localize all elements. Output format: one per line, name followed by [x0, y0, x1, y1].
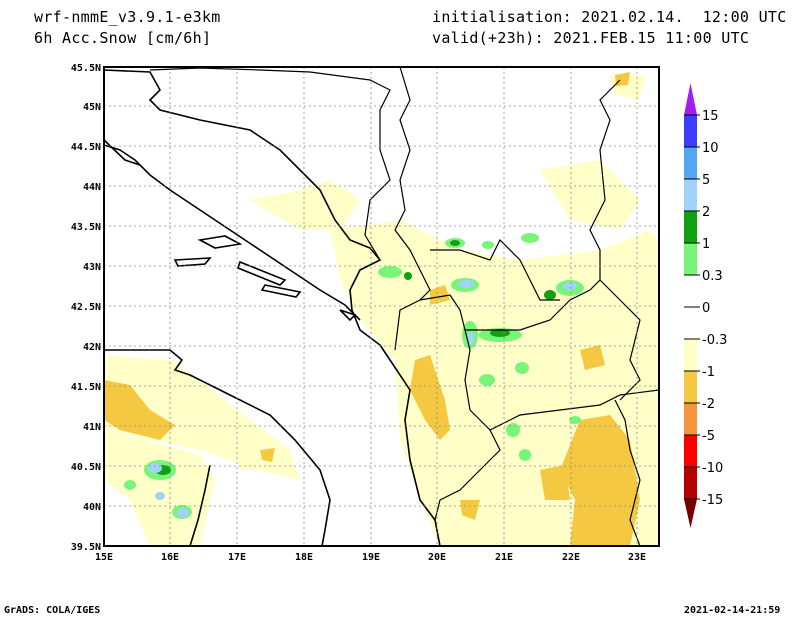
lat-label: 43.5N [71, 222, 101, 233]
lon-label: 15E [95, 552, 113, 563]
colorbar-label: 1 [702, 237, 710, 252]
colorbar-segment [684, 115, 697, 147]
lon-label: 21E [495, 552, 513, 563]
valid-time: valid(+23h): 2021.FEB.15 11:00 UTC [432, 29, 750, 47]
lat-label: 42.5N [71, 302, 101, 313]
model-title: wrf-nmmE_v3.9.1-e3km [34, 8, 221, 26]
lon-label: 17E [228, 552, 246, 563]
init-time: initialisation: 2021.02.14. 12:00 UTC [432, 8, 787, 26]
colorbar-label: 10 [702, 141, 719, 156]
map-frame [103, 66, 660, 547]
lon-label: 20E [428, 552, 446, 563]
lat-label: 44N [83, 182, 101, 193]
lat-label: 42N [83, 342, 101, 353]
lon-label: 19E [362, 552, 380, 563]
lon-label: 18E [295, 552, 313, 563]
lat-label: 41N [83, 422, 101, 433]
lon-label: 23E [628, 552, 646, 563]
colorbar-segment [684, 307, 697, 339]
lat-label: 43N [83, 262, 101, 273]
lat-label: 39.5N [71, 542, 101, 553]
colorbar-top-triangle [684, 83, 697, 115]
colorbar-label: -5 [702, 429, 715, 444]
field-title: 6h Acc.Snow [cm/6h] [34, 29, 212, 47]
colorbar-label: 5 [702, 173, 710, 188]
lat-label: 45.5N [71, 63, 101, 74]
colorbar-label: 0 [702, 301, 710, 316]
colorbar-label: -10 [702, 461, 723, 476]
timestamp: 2021-02-14-21:59 [684, 605, 781, 616]
lat-label: 40N [83, 502, 101, 513]
colorbar-segment [684, 275, 697, 307]
lat-label: 44.5N [71, 142, 101, 153]
colorbar-label: 2 [702, 205, 710, 220]
colorbar-segment [684, 371, 697, 403]
colorbar-label: 15 [702, 109, 719, 124]
colorbar-label: -15 [702, 493, 723, 508]
lat-label: 45N [83, 102, 101, 113]
colorbar-segment [684, 339, 697, 371]
colorbar-segment [684, 243, 697, 275]
colorbar-segment [684, 467, 697, 499]
snow-field [104, 67, 659, 546]
lat-label: 41.5N [71, 382, 101, 393]
colorbar-segment [684, 211, 697, 243]
colorbar: 15 10 5 2 1 0.3 0 -0.3 -1 -2 -5 -10 -15 [684, 83, 727, 528]
colorbar-label: -2 [702, 397, 715, 412]
colorbar-segment [684, 147, 697, 179]
colorbar-segment [684, 179, 697, 211]
lon-label: 16E [161, 552, 179, 563]
lat-label: 40.5N [71, 462, 101, 473]
lon-label: 22E [562, 552, 580, 563]
colorbar-segment [684, 435, 697, 467]
colorbar-label: -1 [702, 365, 715, 380]
colorbar-segment [684, 403, 697, 435]
colorbar-label: -0.3 [702, 333, 727, 348]
colorbar-bottom-triangle [684, 499, 697, 528]
credit: GrADS: COLA/IGES [4, 605, 101, 616]
colorbar-label: 0.3 [702, 269, 723, 284]
